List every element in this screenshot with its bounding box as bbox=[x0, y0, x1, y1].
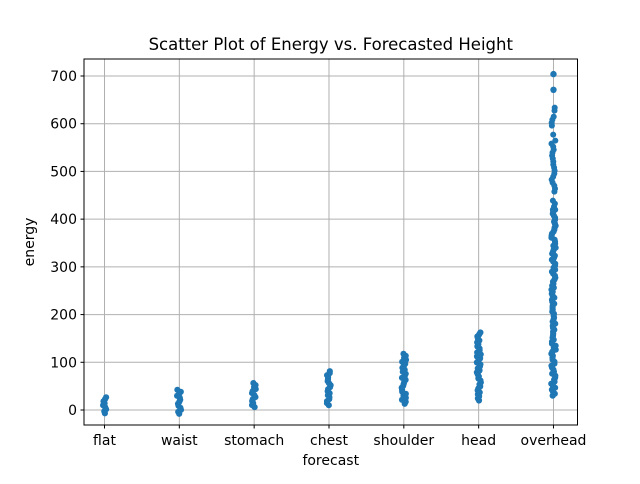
scatter-strip-shoulder bbox=[398, 350, 410, 407]
scatter-point bbox=[400, 350, 407, 357]
y-tick-label: 500 bbox=[50, 164, 77, 180]
scatter-point bbox=[477, 329, 484, 336]
scatter-point bbox=[551, 104, 558, 111]
scatter-point bbox=[103, 394, 110, 401]
x-tick-label: chest bbox=[310, 433, 348, 449]
x-tick-label: waist bbox=[161, 433, 198, 449]
scatter-strip-waist bbox=[174, 386, 185, 417]
scatter-point bbox=[326, 368, 333, 375]
scatter-point bbox=[549, 197, 556, 204]
y-tick-label: 100 bbox=[50, 355, 77, 371]
scatter-point bbox=[250, 380, 257, 387]
y-tick-label: 400 bbox=[50, 212, 77, 228]
scatter-strip-flat bbox=[100, 394, 110, 417]
outlier-point bbox=[550, 86, 557, 94]
scatter-point bbox=[550, 131, 557, 138]
y-tick-label: 600 bbox=[50, 117, 77, 133]
outlier-point bbox=[550, 70, 557, 78]
y-tick-label: 700 bbox=[50, 69, 77, 85]
scatter-point bbox=[552, 137, 559, 144]
scatter-strip-stomach bbox=[249, 380, 259, 411]
x-tick-label: shoulder bbox=[373, 433, 434, 449]
scatter-point bbox=[174, 386, 181, 393]
scatter-strip-overhead bbox=[548, 70, 559, 399]
y-tick-label: 200 bbox=[50, 308, 77, 324]
x-tick-label: flat bbox=[93, 433, 116, 449]
x-axis-label: forecast bbox=[302, 453, 359, 469]
y-axis-label: energy bbox=[22, 218, 38, 267]
x-tick-label: overhead bbox=[521, 433, 587, 449]
chart-title: Scatter Plot of Energy vs. Forecasted He… bbox=[149, 35, 514, 54]
scatter-strip-head bbox=[473, 329, 484, 404]
text-layer: Scatter Plot of Energy vs. Forecasted He… bbox=[22, 35, 586, 469]
scatter-strip-chest bbox=[323, 368, 334, 409]
scatter-point bbox=[550, 113, 557, 120]
y-tick-label: 0 bbox=[68, 403, 77, 419]
y-tick-label: 300 bbox=[50, 260, 77, 276]
x-tick-label: head bbox=[461, 433, 496, 449]
x-tick-label: stomach bbox=[224, 433, 284, 449]
axes-spines bbox=[83, 58, 578, 426]
points-layer bbox=[100, 70, 559, 417]
axes-layer bbox=[80, 58, 578, 429]
